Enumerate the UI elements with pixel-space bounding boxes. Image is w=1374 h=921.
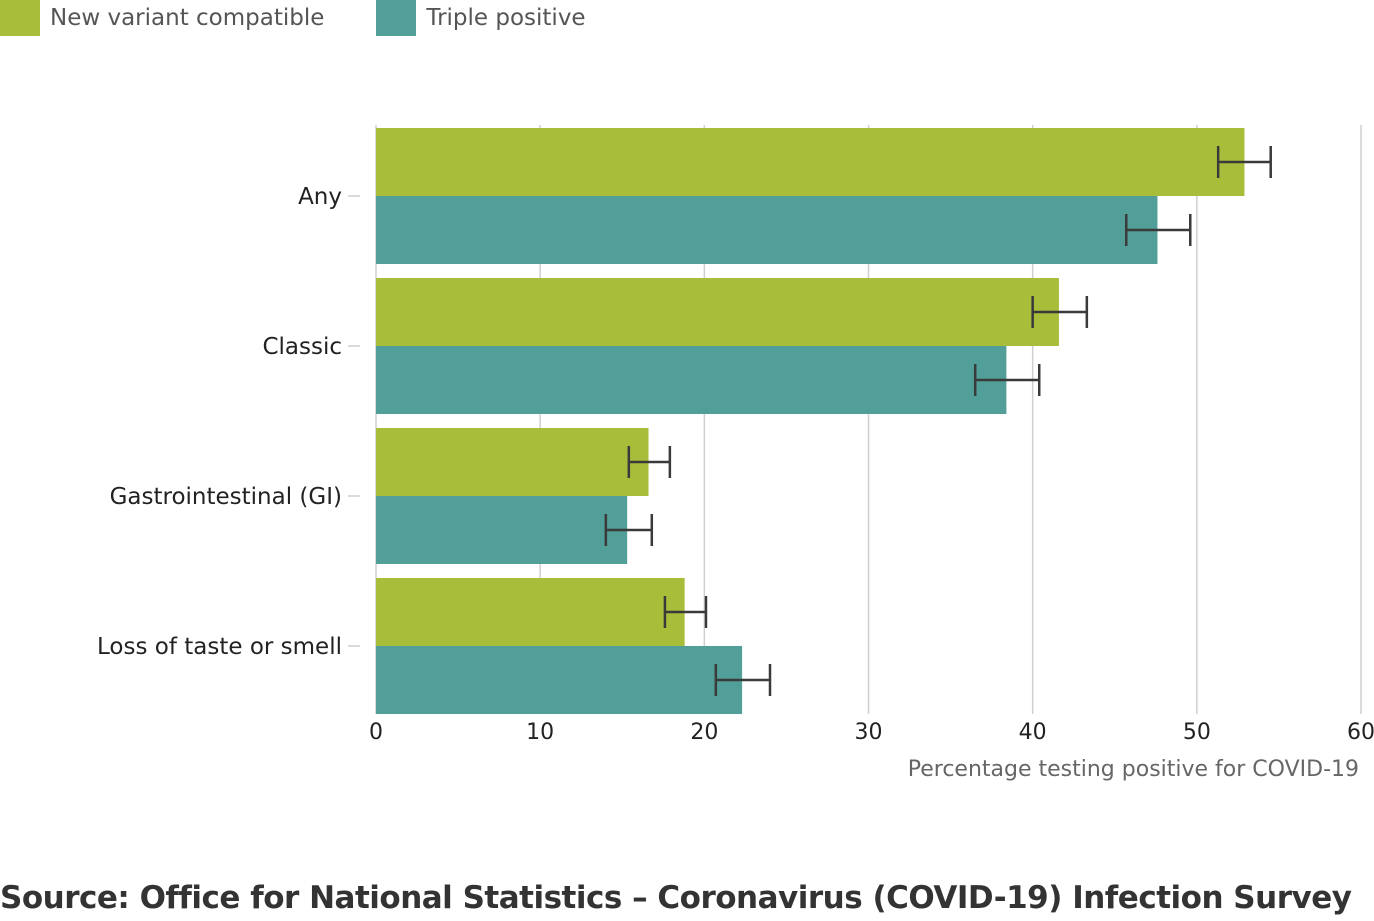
bar-2-0 bbox=[376, 428, 649, 496]
bar-1-0 bbox=[376, 278, 1059, 346]
x-tick-label-60: 60 bbox=[1347, 720, 1374, 745]
bar-0-1 bbox=[376, 196, 1158, 264]
bar-3-1 bbox=[376, 646, 743, 714]
legend-item-new-variant: New variant compatible bbox=[0, 0, 324, 36]
legend-swatch-triple-positive bbox=[376, 0, 417, 36]
legend-swatch-new-variant bbox=[0, 0, 40, 36]
bar-0-0 bbox=[376, 128, 1245, 196]
x-axis-title: Percentage testing positive for COVID-19 bbox=[908, 757, 1359, 782]
category-label-2: Gastrointestinal (GI) bbox=[110, 484, 342, 510]
source-note: Source: Office for National Statistics –… bbox=[0, 880, 1352, 916]
category-label-1: Classic bbox=[262, 334, 342, 360]
x-tick-label-0: 0 bbox=[369, 720, 383, 745]
legend-label-triple-positive: Triple positive bbox=[426, 5, 586, 31]
legend-item-triple-positive: Triple positive bbox=[376, 0, 586, 36]
x-tick-label-20: 20 bbox=[690, 720, 718, 745]
x-tick-label-30: 30 bbox=[855, 720, 883, 745]
bar-2-1 bbox=[376, 496, 628, 564]
x-tick-label-10: 10 bbox=[526, 720, 554, 745]
x-tick-label-50: 50 bbox=[1183, 720, 1211, 745]
bar-1-1 bbox=[376, 346, 1007, 414]
category-label-3: Loss of taste or smell bbox=[97, 634, 342, 660]
category-label-0: Any bbox=[298, 184, 342, 210]
bar-3-0 bbox=[376, 578, 685, 646]
legend: New variant compatible Triple positive bbox=[0, 0, 638, 36]
x-tick-label-40: 40 bbox=[1019, 720, 1047, 745]
legend-label-new-variant: New variant compatible bbox=[50, 5, 325, 31]
